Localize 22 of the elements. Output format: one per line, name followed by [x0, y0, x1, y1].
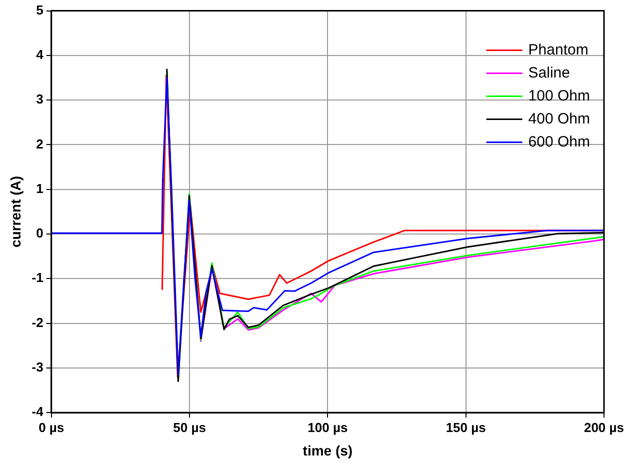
- y-tick-label: 0: [36, 226, 44, 241]
- y-tick-label: 4: [36, 47, 44, 62]
- y-tick-label: 2: [36, 136, 44, 152]
- x-tick-label: 200 µs: [584, 420, 624, 435]
- y-tick-label: -3: [32, 360, 44, 375]
- x-tick-label: 50 µs: [173, 420, 206, 435]
- x-tick-label: 0 µs: [38, 420, 64, 435]
- y-tick-label: 1: [36, 180, 44, 196]
- x-axis-title: time (s): [302, 442, 353, 458]
- y-axis-title: current (A): [7, 176, 24, 248]
- y-tick-label: 3: [36, 92, 44, 107]
- y-tick-label: -2: [32, 314, 44, 330]
- y-tick-label: -1: [32, 270, 44, 286]
- legend-label: Phantom: [528, 41, 588, 58]
- legend-label: Saline: [528, 64, 570, 82]
- x-tick-label: 150 µs: [446, 420, 486, 435]
- y-tick-label: 5: [36, 2, 44, 18]
- x-tick-label: 100 µs: [308, 420, 348, 435]
- y-tick-label: -4: [32, 404, 44, 420]
- legend-label: 100 Ohm: [528, 87, 590, 104]
- legend-label: 400 Ohm: [528, 110, 590, 128]
- legend-label: 600 Ohm: [528, 133, 590, 150]
